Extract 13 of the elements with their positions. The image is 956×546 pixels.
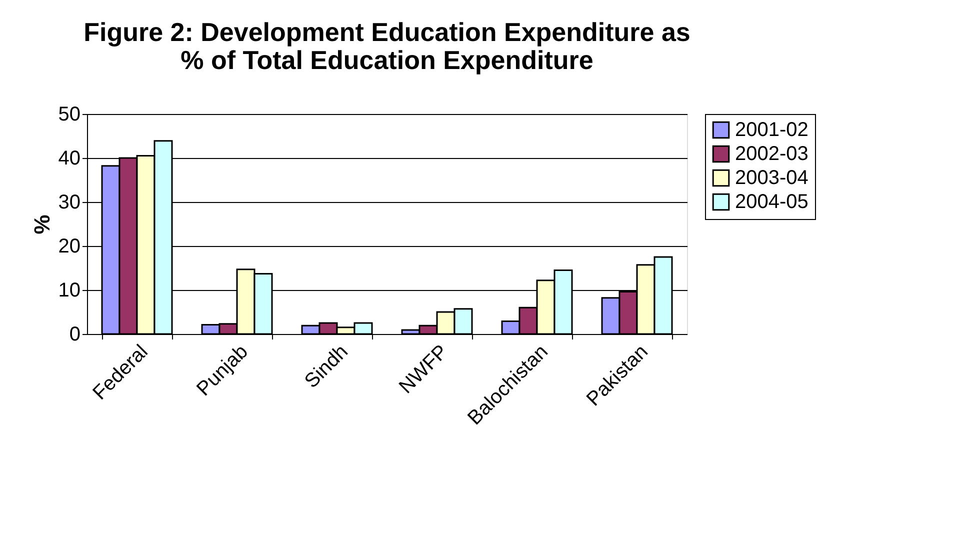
y-axis-title: % [29,214,54,234]
text: Figure 2: Development Education Expenditure as [84,17,690,47]
y-tick-label: 50 [58,104,80,126]
y-tick-label: 40 [58,148,80,170]
y-tick-label: 20 [58,236,80,258]
y-tick-label: 10 [58,280,80,302]
text: % of Total Education Expenditure [180,45,594,75]
y-tick-label: 30 [58,192,80,214]
legend-label: 2003-04 [735,167,808,189]
y-tick-label: 0 [69,324,80,346]
legend-label: 2002-03 [735,143,808,165]
legend-label: 2004-05 [735,191,808,213]
legend-label: 2001-02 [735,119,808,141]
